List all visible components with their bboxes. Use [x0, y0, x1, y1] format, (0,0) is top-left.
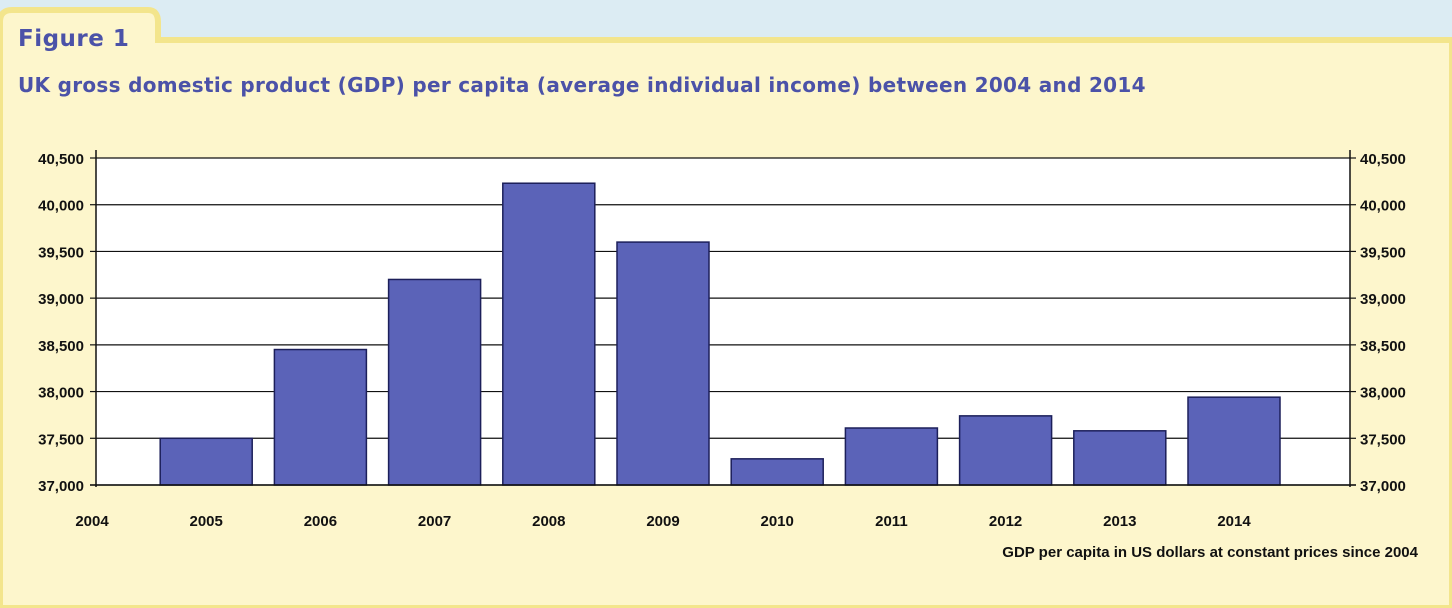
y-tick-label-right: 38,000	[1360, 385, 1406, 402]
x-tick-label: 2014	[1217, 513, 1251, 530]
bar-2006	[273, 348, 368, 486]
y-tick-label-left: 38,500	[38, 338, 84, 355]
x-tick-labels: 2004 2005 2006 2007 2008 2009 2010 2011 2012 2013…	[75, 513, 1251, 530]
bars	[159, 182, 1281, 486]
y-tick-label-right: 37,500	[1360, 431, 1406, 448]
right-y-tick-labels: 37,000 37,500 38,000 38,500 39,000 39,500 40,0…	[1360, 151, 1406, 495]
axis-note: GDP per capita in US dollars at constant…	[1002, 544, 1418, 561]
y-tick-label-left: 40,500	[38, 151, 84, 168]
y-tick-label-left: 37,500	[38, 431, 84, 448]
bar-2007	[387, 278, 482, 486]
bar-2008	[502, 182, 596, 486]
y-tick-label-right: 39,500	[1360, 244, 1406, 261]
x-tick-label: 2009	[646, 513, 679, 530]
y-tick-label-left: 39,500	[38, 244, 84, 261]
y-tick-label-left: 38,000	[38, 385, 84, 402]
y-tick-label-right: 39,000	[1360, 291, 1406, 308]
x-tick-label: 2006	[304, 513, 337, 530]
figure-label: Figure 1	[18, 26, 130, 52]
x-tick-label: 2004	[75, 513, 109, 530]
bar-2010	[730, 458, 824, 486]
y-tick-label-right: 37,000	[1360, 478, 1406, 495]
x-tick-label: 2013	[1103, 513, 1136, 530]
y-tick-label-left: 39,000	[38, 291, 84, 308]
bar-2012	[958, 415, 1053, 486]
y-tick-label-left: 37,000	[38, 478, 84, 495]
x-tick-label: 2005	[190, 513, 223, 530]
bar-2011	[844, 427, 939, 486]
bar-2013	[1073, 430, 1167, 486]
x-tick-label: 2008	[532, 513, 565, 530]
bar-2009	[616, 241, 710, 486]
x-tick-label: 2007	[418, 513, 451, 530]
x-tick-label: 2010	[761, 513, 794, 530]
y-tick-label-left: 40,000	[38, 198, 84, 215]
y-tick-label-right: 40,000	[1360, 198, 1406, 215]
x-tick-label: 2011	[875, 513, 908, 530]
figure-title: UK gross domestic product (GDP) per capi…	[18, 73, 1146, 97]
left-y-tick-labels: 37,000 37,500 38,000 38,500 39,000 39,500 40,0…	[38, 151, 84, 495]
y-tick-label-right: 40,500	[1360, 151, 1406, 168]
bar-2005	[159, 437, 253, 486]
bar-2014	[1187, 396, 1281, 486]
y-tick-label-right: 38,500	[1360, 338, 1406, 355]
x-tick-label: 2012	[989, 513, 1022, 530]
